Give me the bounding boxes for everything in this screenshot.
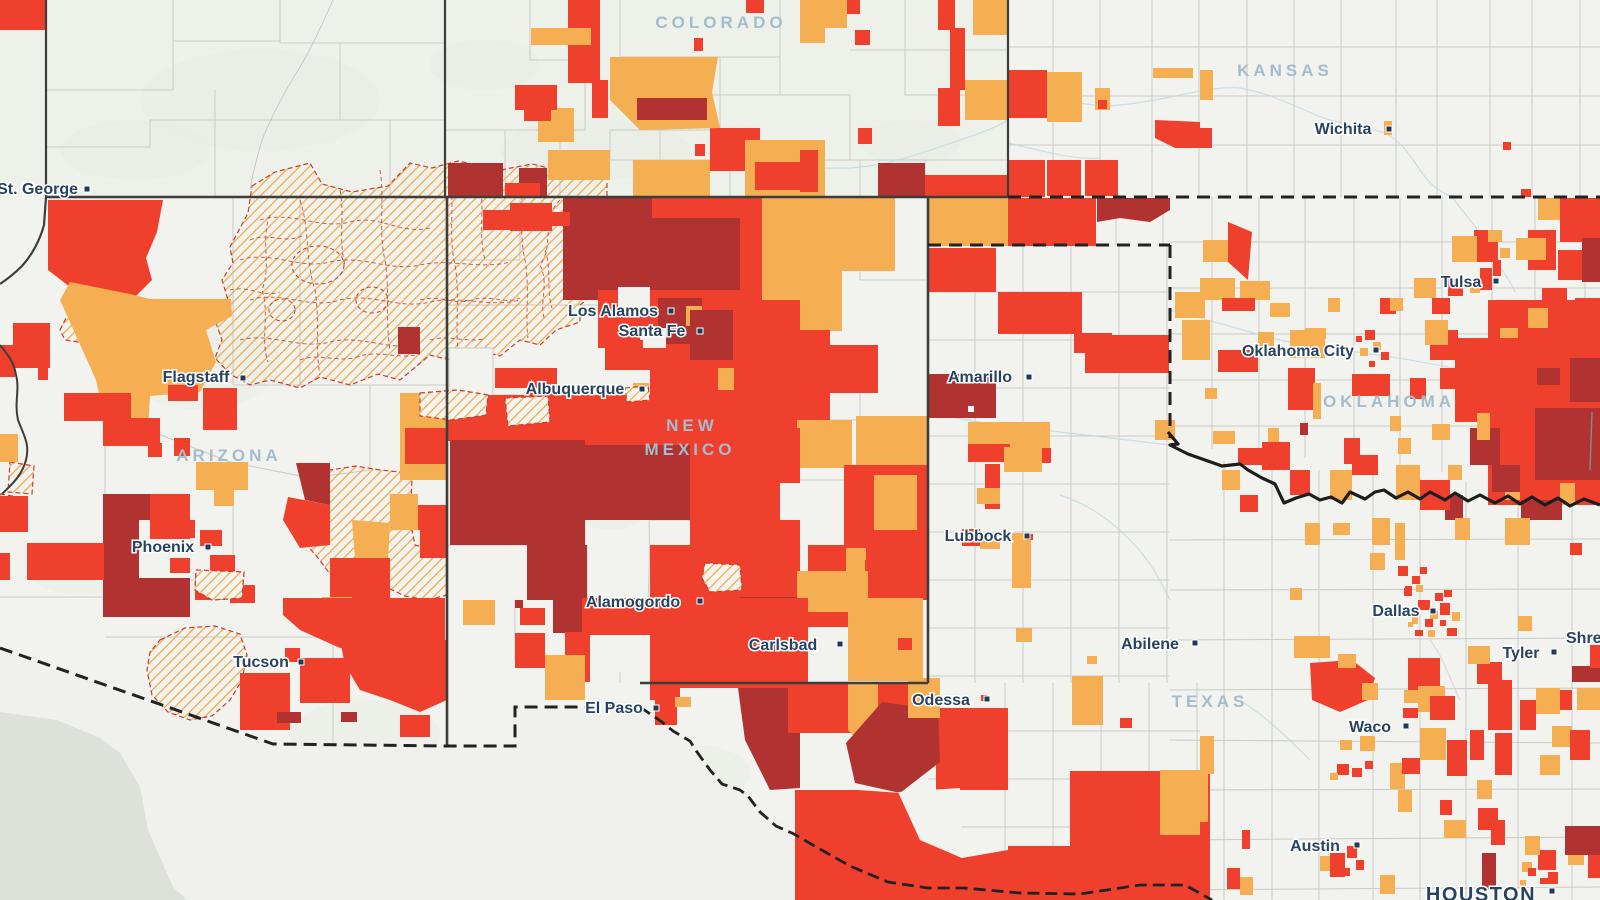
svg-text:Santa Fe: Santa Fe — [619, 323, 686, 340]
svg-text:St. George: St. George — [0, 181, 78, 198]
svg-text:Waco: Waco — [1349, 719, 1391, 736]
svg-text:Wichita: Wichita — [1315, 121, 1372, 138]
svg-text:Tulsa: Tulsa — [1441, 274, 1482, 291]
svg-text:Tucson: Tucson — [233, 654, 289, 671]
svg-text:Los Alamos: Los Alamos — [568, 303, 658, 320]
svg-text:Shreveport: Shreveport — [1566, 630, 1600, 647]
svg-text:Amarillo: Amarillo — [948, 369, 1012, 386]
svg-text:Lubbock: Lubbock — [945, 528, 1012, 545]
svg-text:Austin: Austin — [1290, 838, 1340, 855]
svg-text:Flagstaff: Flagstaff — [163, 369, 230, 386]
svg-text:TEXAS: TEXAS — [1172, 692, 1249, 711]
svg-text:Phoenix: Phoenix — [132, 539, 194, 556]
svg-text:Oklahoma City: Oklahoma City — [1242, 343, 1354, 360]
svg-text:KANSAS: KANSAS — [1237, 61, 1333, 80]
svg-text:HOUSTON: HOUSTON — [1426, 884, 1536, 900]
svg-text:MEXICO: MEXICO — [644, 440, 735, 459]
svg-text:ARIZONA: ARIZONA — [176, 446, 281, 465]
svg-text:Carlsbad: Carlsbad — [749, 637, 817, 654]
svg-text:Odessa: Odessa — [912, 692, 970, 709]
svg-text:Albuquerque: Albuquerque — [526, 381, 625, 398]
svg-text:OKLAHOMA: OKLAHOMA — [1323, 392, 1455, 411]
svg-text:El Paso: El Paso — [585, 700, 643, 717]
svg-text:NEW: NEW — [666, 416, 718, 435]
svg-text:COLORADO: COLORADO — [655, 13, 786, 32]
svg-text:Tyler: Tyler — [1502, 645, 1539, 662]
svg-text:Abilene: Abilene — [1121, 636, 1179, 653]
svg-text:Dallas: Dallas — [1372, 603, 1419, 620]
svg-text:Alamogordo: Alamogordo — [586, 594, 680, 611]
